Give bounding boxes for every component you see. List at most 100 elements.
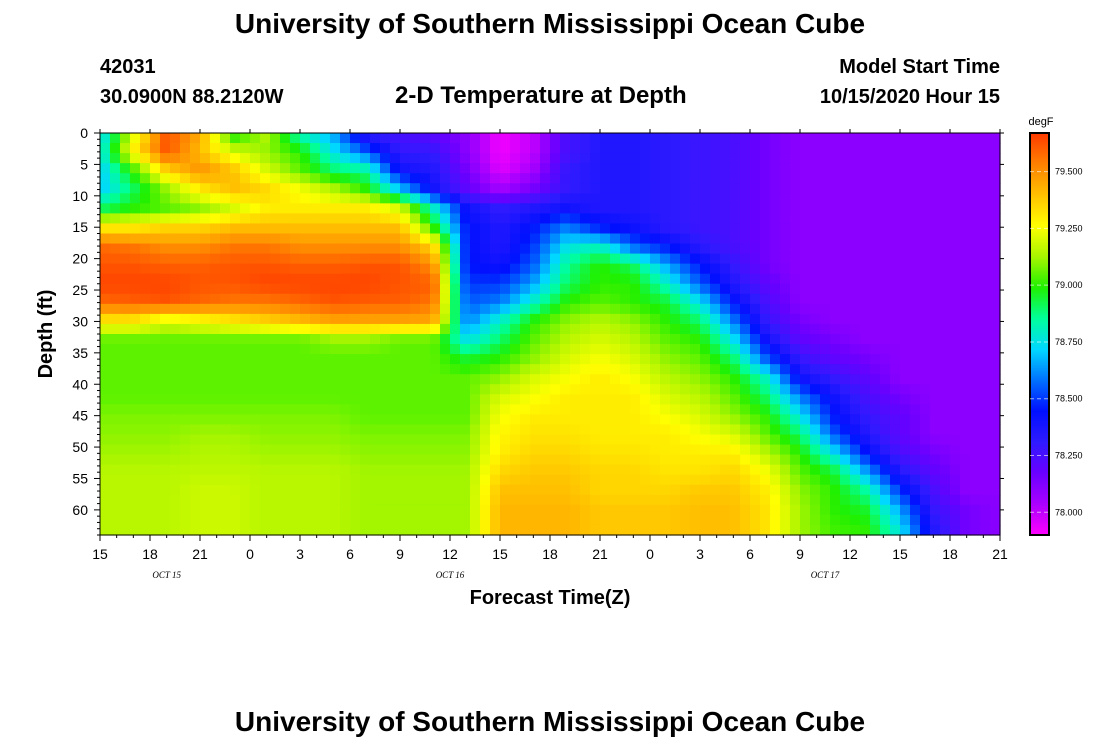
heatmap-cell <box>890 283 901 295</box>
heatmap-cell <box>730 243 741 255</box>
heatmap-cell <box>980 183 991 194</box>
heatmap-cell <box>840 293 851 305</box>
heatmap-cell <box>170 404 181 415</box>
heatmap-cell <box>550 414 561 426</box>
heatmap-cell <box>570 243 581 255</box>
heatmap-cell <box>950 424 961 436</box>
heatmap-cell <box>150 223 161 235</box>
heatmap-cell <box>660 404 671 415</box>
heatmap-cell <box>320 283 331 295</box>
heatmap-cell <box>460 394 471 405</box>
heatmap-cell <box>680 313 691 325</box>
heatmap-cell <box>860 193 871 204</box>
heatmap-cell <box>900 404 911 415</box>
heatmap-cell <box>770 223 781 235</box>
heatmap-cell <box>770 514 781 526</box>
heatmap-cell <box>490 133 501 144</box>
heatmap-cell <box>830 444 841 456</box>
heatmap-cell <box>230 203 241 214</box>
heatmap-cell <box>780 193 791 204</box>
heatmap-cell <box>130 414 141 426</box>
heatmap-cell <box>120 464 131 476</box>
heatmap-cell <box>570 263 581 275</box>
heatmap-cell <box>650 173 661 184</box>
heatmap-cell <box>550 263 561 275</box>
heatmap-cell <box>870 233 881 245</box>
heatmap-cell <box>340 323 351 335</box>
heatmap-cell <box>560 364 571 375</box>
heatmap-cell <box>190 354 201 365</box>
heatmap-cell <box>980 273 991 285</box>
heatmap-cell <box>460 133 471 144</box>
heatmap-cell <box>720 364 731 375</box>
heatmap-cell <box>140 354 151 365</box>
heatmap-cell <box>100 133 111 144</box>
heatmap-cell <box>410 404 421 415</box>
heatmap-cell <box>390 253 401 265</box>
heatmap-cell <box>890 173 901 184</box>
heatmap-cell <box>870 253 881 265</box>
heatmap-cell <box>440 153 451 164</box>
heatmap-cell <box>470 183 481 194</box>
heatmap-cell <box>780 354 791 365</box>
heatmap-cell <box>390 283 401 295</box>
heatmap-cell <box>270 354 281 365</box>
heatmap-cell <box>570 143 581 154</box>
heatmap-cell <box>880 283 891 295</box>
heatmap-cell <box>310 454 321 466</box>
heatmap-cell <box>930 394 941 405</box>
heatmap-cell <box>770 263 781 275</box>
heatmap-cell <box>830 283 841 295</box>
heatmap-cell <box>260 133 271 144</box>
heatmap-cell <box>260 474 271 486</box>
heatmap-cell <box>350 454 361 466</box>
heatmap-cell <box>200 454 211 466</box>
heatmap-cell <box>980 484 991 496</box>
heatmap-cell <box>450 133 461 144</box>
heatmap-cell <box>870 354 881 365</box>
heatmap-cell <box>450 183 461 194</box>
heatmap-cell <box>850 344 861 355</box>
heatmap-cell <box>260 233 271 245</box>
heatmap-cell <box>910 334 921 345</box>
heatmap-cell <box>810 303 821 315</box>
heatmap-cell <box>780 374 791 385</box>
heatmap-cell <box>170 263 181 275</box>
heatmap-cell <box>280 273 291 285</box>
heatmap-cell <box>290 153 301 164</box>
heatmap-cell <box>670 434 681 446</box>
heatmap-cell <box>500 414 511 426</box>
heatmap-cell <box>520 524 531 536</box>
heatmap-cell <box>690 253 701 265</box>
heatmap-cell <box>140 524 151 536</box>
heatmap-cell <box>340 404 351 415</box>
heatmap-cell <box>820 133 831 144</box>
heatmap-cell <box>710 153 721 164</box>
heatmap-cell <box>120 334 131 345</box>
heatmap-cell <box>440 303 451 315</box>
heatmap-cell <box>210 484 221 496</box>
heatmap-cell <box>250 364 261 375</box>
heatmap-cell <box>370 283 381 295</box>
heatmap-cell <box>930 193 941 204</box>
heatmap-cell <box>430 143 441 154</box>
heatmap-cell <box>450 414 461 426</box>
heatmap-cell <box>370 414 381 426</box>
heatmap-cell <box>770 364 781 375</box>
heatmap-cell <box>900 374 911 385</box>
heatmap-cell <box>780 183 791 194</box>
heatmap-cell <box>330 464 341 476</box>
heatmap-cell <box>490 193 501 204</box>
heatmap-cell <box>640 143 651 154</box>
heatmap-cell <box>540 223 551 235</box>
heatmap-cell <box>510 283 521 295</box>
heatmap-cell <box>400 323 411 335</box>
heatmap-cell <box>600 504 611 516</box>
heatmap-cell <box>620 354 631 365</box>
heatmap-cell <box>920 404 931 415</box>
heatmap-cell <box>710 394 721 405</box>
heatmap-cell <box>480 163 491 174</box>
heatmap-cell <box>970 424 981 436</box>
heatmap-cell <box>310 213 321 225</box>
heatmap-cell <box>230 384 241 395</box>
